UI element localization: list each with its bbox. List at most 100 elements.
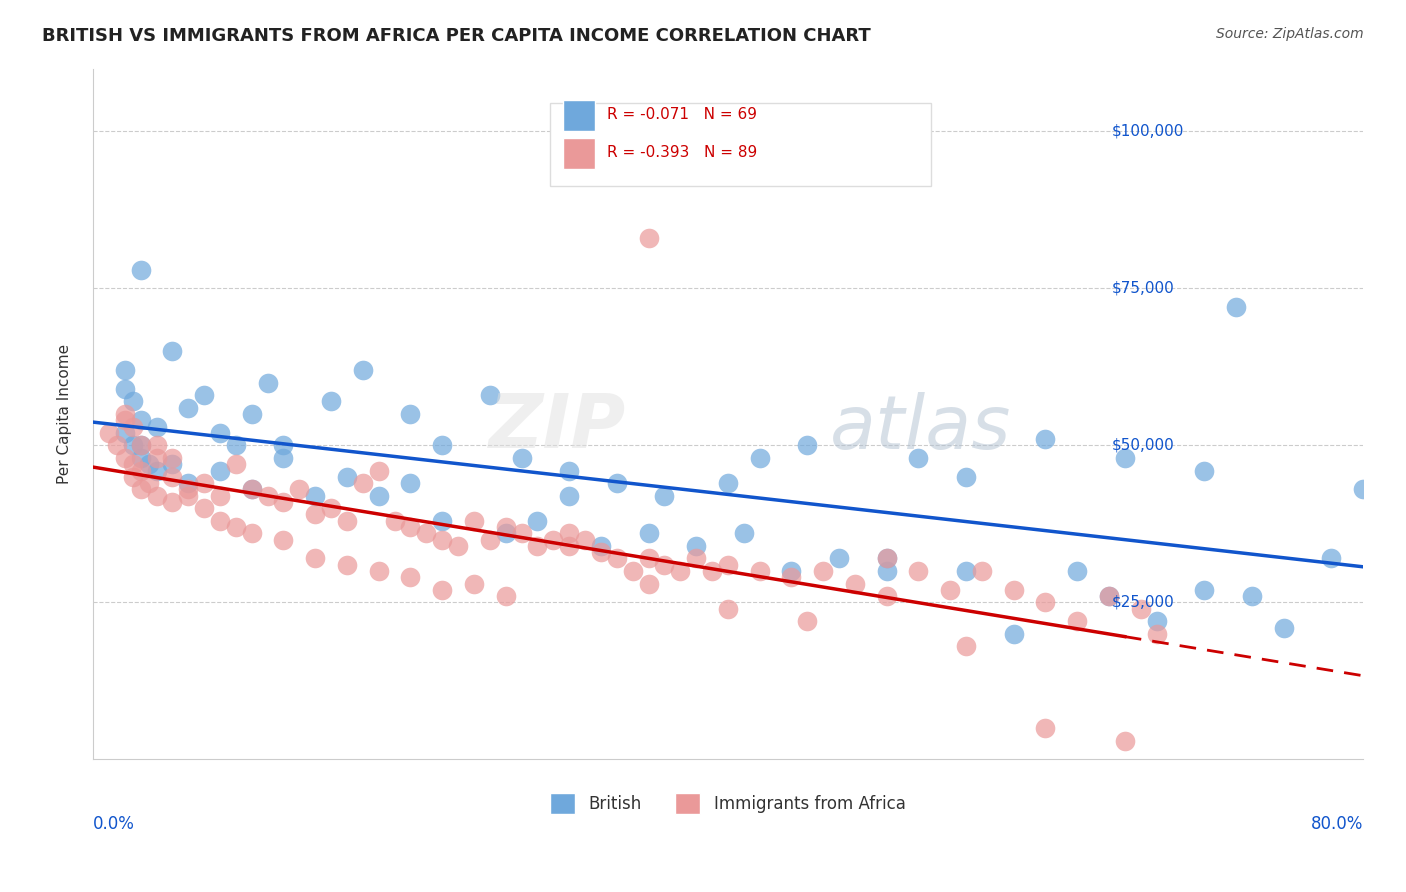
Point [907,564,929,578]
Point [273,450,295,465]
Point [121,470,143,484]
Point [1225,300,1247,314]
Point [1002,627,1025,641]
Point [1035,595,1057,609]
Point [876,589,898,603]
Point [907,450,929,465]
Point [1098,589,1121,603]
Point [138,457,160,471]
Point [121,394,143,409]
Point [336,470,359,484]
Point [637,231,659,245]
Point [1240,589,1263,603]
Point [129,450,152,465]
Point [367,489,389,503]
Point [145,450,167,465]
Point [129,483,152,497]
Point [208,463,231,477]
Point [415,526,437,541]
Point [510,526,533,541]
Point [177,489,200,503]
Point [589,539,612,553]
Point [177,401,200,415]
Text: atlas: atlas [830,392,1011,464]
Point [129,438,152,452]
Point [654,558,676,572]
Point [177,476,200,491]
Point [336,514,359,528]
Point [321,394,343,409]
Point [304,508,326,522]
Text: R = -0.393   N = 89: R = -0.393 N = 89 [607,145,758,161]
Point [811,564,834,578]
Point [558,463,581,477]
Point [637,576,659,591]
Point [97,425,120,440]
Point [637,526,659,541]
Point [876,551,898,566]
Bar [550,103,931,186]
Point [796,614,818,628]
Point [138,476,160,491]
Point [193,501,215,516]
Point [273,438,295,452]
Point [1351,483,1374,497]
Point [145,463,167,477]
Point [352,476,374,491]
Point [685,551,707,566]
Point [1272,621,1295,635]
Point [876,551,898,566]
Point [463,576,485,591]
Point [121,419,143,434]
Y-axis label: Per Capita Income: Per Capita Income [58,344,72,484]
Point [510,450,533,465]
Point [114,382,136,396]
Point [273,533,295,547]
Point [1146,614,1168,628]
Point [240,407,263,421]
Point [478,388,501,402]
Point [1066,614,1088,628]
Point [1320,551,1343,566]
Point [1114,450,1136,465]
Point [1192,463,1215,477]
Point [367,564,389,578]
Point [114,450,136,465]
Point [129,463,152,477]
Point [129,262,152,277]
Point [685,539,707,553]
Point [717,476,740,491]
Point [352,363,374,377]
Point [558,526,581,541]
Point [304,551,326,566]
Point [1129,601,1152,615]
Point [240,483,263,497]
Point [432,514,454,528]
Point [240,526,263,541]
Point [748,564,770,578]
Point [129,413,152,427]
Text: 0.0%: 0.0% [93,814,135,833]
Text: R = -0.071   N = 69: R = -0.071 N = 69 [607,107,758,122]
Point [399,476,422,491]
Point [876,564,898,578]
Point [621,564,644,578]
Point [114,363,136,377]
Point [717,601,740,615]
Point [495,589,517,603]
Point [162,344,184,359]
Point [129,438,152,452]
Text: 80.0%: 80.0% [1310,814,1362,833]
Bar [562,137,595,169]
Point [844,576,866,591]
Point [669,564,692,578]
Point [367,463,389,477]
Point [478,533,501,547]
Point [526,514,548,528]
Point [256,489,278,503]
Point [336,558,359,572]
Point [526,539,548,553]
Point [145,438,167,452]
Point [304,489,326,503]
Point [121,457,143,471]
